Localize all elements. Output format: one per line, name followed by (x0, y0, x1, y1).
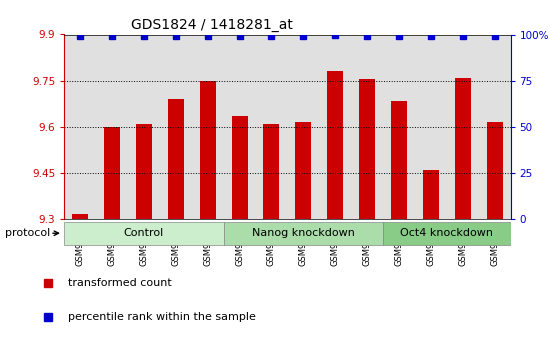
Bar (64, 34, 96, 219)
Bar (415, 34, 447, 219)
Bar (128, 34, 160, 219)
Bar (232, 116, 248, 219)
Bar (256, 34, 287, 219)
Bar (319, 34, 351, 219)
Bar (383, 222, 511, 245)
Bar (136, 124, 152, 219)
Bar (64, 222, 224, 245)
Text: transformed count: transformed count (68, 278, 172, 288)
Bar (455, 78, 471, 219)
Bar (359, 79, 375, 219)
Bar (447, 34, 479, 219)
Bar (423, 170, 439, 219)
Bar (263, 124, 280, 219)
Bar (104, 127, 120, 219)
Bar (192, 34, 224, 219)
Bar (351, 34, 383, 219)
Text: protocol: protocol (5, 228, 50, 238)
Bar (72, 215, 88, 219)
Bar (224, 222, 383, 245)
Bar (327, 71, 343, 219)
Text: percentile rank within the sample: percentile rank within the sample (68, 312, 256, 322)
Text: Nanog knockdown: Nanog knockdown (252, 228, 355, 238)
Bar (383, 34, 415, 219)
Bar (200, 81, 215, 219)
Bar (287, 34, 319, 219)
Text: GDS1824 / 1418281_at: GDS1824 / 1418281_at (131, 18, 293, 32)
Bar (391, 101, 407, 219)
Bar (168, 99, 184, 219)
Text: Control: Control (124, 228, 164, 238)
Bar (224, 34, 256, 219)
Bar (487, 122, 503, 219)
Bar (479, 34, 511, 219)
Bar (295, 122, 311, 219)
Bar (96, 34, 128, 219)
Bar (160, 34, 192, 219)
Text: Oct4 knockdown: Oct4 knockdown (400, 228, 493, 238)
